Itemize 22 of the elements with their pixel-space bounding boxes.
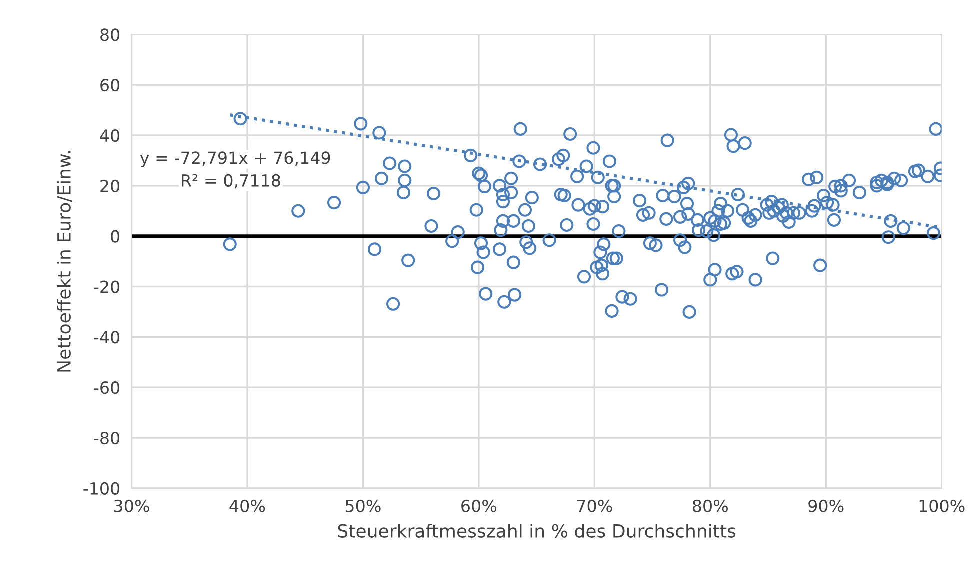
y-tick-label: -60 [94,382,120,394]
x-tick-label: 30% [114,500,150,512]
annotation: R² = 0,7118 [182,174,280,189]
y-tick-label: 80 [100,28,120,42]
x-tick-label: 70% [578,500,612,512]
y-tick-label: -40 [94,331,120,344]
y-tick-label: 20 [100,180,120,192]
annotation: y = -72,791x + 76,149 [140,152,330,168]
y-axis-title: Nettoeffekt in Euro/Einw. [57,152,72,372]
y-tick-label: -20 [94,280,120,294]
x-tick-label: 80% [692,500,728,512]
x-tick-label: 50% [346,500,381,512]
y-tick-label: -100 [84,482,120,495]
x-axis-title: Steuerkraftmesszahl in % des Durchschnitts [338,524,736,538]
y-tick-label: 0 [111,230,120,243]
x-tick-label: 60% [462,500,497,512]
x-tick-label: 40% [230,500,266,512]
y-tick-label: -80 [94,432,120,445]
x-tick-label: 100% [920,500,965,512]
y-tick-label: 60 [100,79,120,92]
x-tick-label: 90% [808,500,844,512]
y-tick-label: 40 [100,129,120,142]
